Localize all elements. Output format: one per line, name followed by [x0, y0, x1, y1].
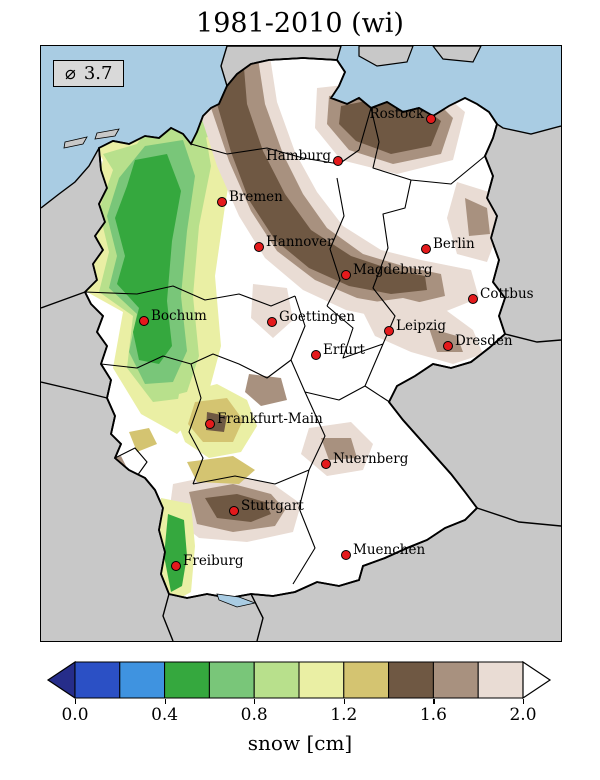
figure-title: 1981-2010 (wi) [196, 8, 404, 39]
colorbar: snow [cm] 0.0 0.4 0.8 1.2 1.6 2.0 [45, 661, 555, 776]
city-marker-icon [341, 550, 351, 560]
colorbar-segment [74, 661, 121, 699]
city-marker-icon [426, 114, 436, 124]
map-panel: ⌀ 3.7 Rostock Hamburg Bremen Hannover Berlin M… [40, 45, 562, 642]
contour-region [429, 328, 463, 352]
city-label: Bremen [229, 189, 283, 205]
netherlands-coastline [41, 147, 100, 209]
contour-region [245, 374, 287, 406]
city-marker-icon [341, 270, 351, 280]
colorbar-tick-label: 0.0 [61, 705, 89, 725]
contour-region [339, 98, 441, 154]
colorbar-tick-label: 1.6 [419, 705, 447, 725]
city-marker-icon [139, 316, 149, 326]
contour-region [205, 58, 445, 306]
colorbar-tick [433, 699, 435, 704]
colorbar-tick [343, 699, 345, 704]
contour-region [129, 428, 157, 452]
lake-constance [216, 593, 257, 608]
contour-region [251, 284, 293, 338]
city-label: Cottbus [480, 286, 534, 302]
colorbar-axis-label: snow [cm] [247, 731, 353, 755]
colorbar-segment [253, 661, 300, 699]
colorbar-tick [523, 699, 525, 704]
colorbar-segment [164, 661, 210, 699]
danish-island [358, 46, 414, 67]
city-label: Dresden [455, 333, 513, 349]
city-marker-icon [229, 506, 239, 516]
colorbar-tick-label: 0.4 [151, 705, 179, 725]
city-marker-icon [267, 317, 277, 327]
city-label: Berlin [433, 236, 475, 252]
city-label: Hamburg [265, 148, 331, 164]
map-svg [41, 46, 561, 641]
colorbar-tick-label: 0.8 [240, 705, 268, 725]
city-overlay: Rostock Hamburg Bremen Hannover Berlin Magdeb… [41, 46, 561, 641]
colorbar-segment [298, 661, 345, 699]
contour-layers [85, 58, 499, 598]
city-marker-icon [443, 341, 453, 351]
poland-coastline [496, 123, 561, 135]
mean-symbol: ⌀ [65, 63, 76, 84]
contour-region [213, 58, 427, 294]
contour-region [164, 514, 187, 592]
colorbar-tick [75, 699, 77, 704]
city-marker-icon [171, 561, 181, 571]
city-label: Leipzig [396, 318, 446, 334]
colorbar-tick [164, 699, 166, 704]
sea-region [41, 46, 561, 208]
mean-value: 3.7 [83, 63, 113, 84]
city-marker-icon [333, 156, 343, 166]
city-label: Hannover [266, 234, 334, 250]
colorbar-segment [432, 661, 479, 699]
city-label: Erfurt [323, 342, 365, 358]
city-label: Muenchen [353, 542, 426, 558]
city-label: Freiburg [183, 553, 244, 569]
colorbar-tick-label: 1.2 [330, 705, 358, 725]
colorbar-segment [343, 661, 390, 699]
city-label: Rostock [369, 106, 424, 122]
city-marker-icon [468, 294, 478, 304]
colorbar-over-arrow [522, 661, 552, 700]
colorbar-segment [477, 661, 524, 699]
city-marker-icon [384, 326, 394, 336]
city-marker-icon [311, 350, 321, 360]
frisian-island [63, 128, 120, 149]
foreign-borders [41, 291, 561, 641]
city-label: Bochum [151, 308, 207, 324]
city-label: Nuernberg [333, 451, 409, 467]
colorbar-tick [254, 699, 256, 704]
colorbar-segment [388, 661, 434, 699]
colorbar-under-arrow [46, 661, 76, 700]
city-label: Stuttgart [241, 498, 304, 514]
city-marker-icon [421, 244, 431, 254]
city-label: Magdeburg [353, 262, 433, 278]
city-marker-icon [254, 242, 264, 252]
colorbar-tick-label: 2.0 [509, 705, 537, 725]
city-label: Frankfurt-Main [217, 411, 323, 427]
city-label: Goettingen [279, 309, 356, 325]
city-marker-icon [321, 459, 331, 469]
colorbar-segment [119, 661, 166, 699]
contour-region [321, 438, 357, 460]
contour-region [115, 154, 181, 364]
state-borders [85, 107, 486, 585]
danish-island [432, 46, 482, 63]
mean-value-box: ⌀ 3.7 [53, 60, 125, 87]
colorbar-segment [208, 661, 255, 699]
city-marker-icon [217, 197, 227, 207]
colorbar-svg [46, 661, 552, 700]
contour-region [465, 198, 490, 236]
city-marker-icon [205, 419, 215, 429]
